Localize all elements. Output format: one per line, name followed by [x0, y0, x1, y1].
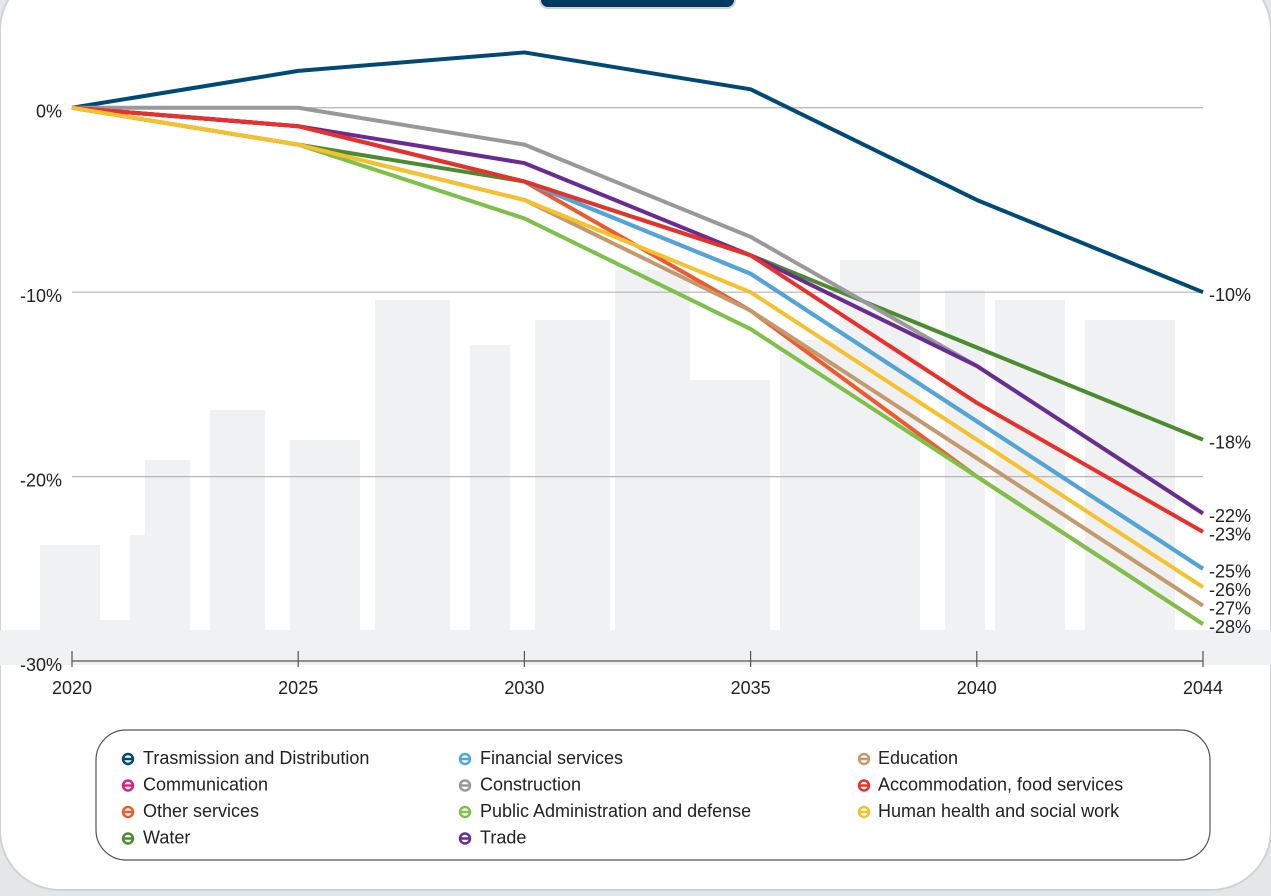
legend-label: Trasmission and Distribution — [143, 748, 369, 768]
legend-box — [95, 729, 1211, 861]
legend-label: Human health and social work — [878, 801, 1120, 821]
legend-label: Construction — [480, 774, 581, 794]
legend-label: Trade — [480, 827, 526, 847]
legend-label: Financial services — [480, 748, 623, 768]
legend-label: Communication — [143, 774, 268, 794]
legend-label: Public Administration and defense — [480, 801, 751, 821]
series-line — [71, 105, 1204, 534]
value-label: -10% — [1209, 285, 1251, 305]
y-tick-label: -30% — [20, 655, 62, 675]
x-tick-label: 2035 — [731, 678, 771, 698]
x-tick-label: 2044 — [1183, 678, 1223, 698]
legend-label: Other services — [143, 801, 259, 821]
value-label: -26% — [1209, 580, 1251, 600]
value-label: -23% — [1209, 525, 1251, 545]
value-label: -27% — [1209, 598, 1251, 618]
legend-label: Water — [143, 827, 190, 847]
x-tick-label: 2040 — [957, 678, 997, 698]
series-line — [71, 105, 1205, 589]
y-tick-label: 0% — [36, 102, 62, 122]
value-label: -25% — [1209, 562, 1251, 582]
legend-label: Education — [878, 748, 958, 768]
x-tick-label: 2030 — [504, 678, 544, 698]
top-tab — [539, 0, 736, 9]
x-tick-label: 2025 — [278, 678, 318, 698]
skyline — [0, 260, 1271, 665]
plot: -30% -20% -10% 0% 2020 2025 2030 2035 2040 2044 -1… — [20, 50, 1251, 698]
legend-label: Accommodation, food services — [878, 774, 1123, 794]
series-line — [71, 50, 1204, 295]
value-label: -22% — [1209, 506, 1251, 526]
x-tick-label: 2020 — [52, 678, 92, 698]
value-label: -28% — [1209, 617, 1251, 637]
value-label: -18% — [1209, 432, 1251, 452]
y-tick-label: -20% — [20, 470, 62, 490]
y-tick-label: -10% — [20, 286, 62, 306]
